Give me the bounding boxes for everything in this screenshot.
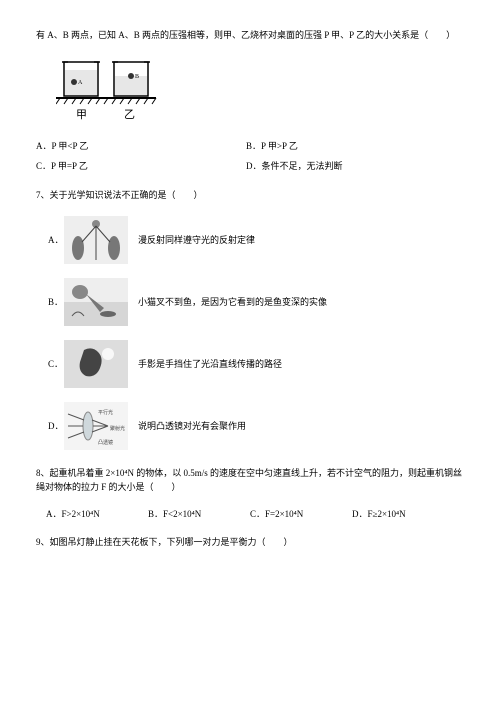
q7-d-label: D． [36,419,64,433]
q7-option-c: C． 手影是手挡住了光沿直线传播的路径 [36,340,464,388]
q7-a-desc: 漫反射同样遵守光的反射定律 [138,233,464,247]
q8-option-d: D．F≥2×10⁴N [352,507,454,521]
q7-option-a: A． 漫反射同样遵守光的反射定律 [36,216,464,264]
svg-text:凸透镜: 凸透镜 [98,439,113,446]
q8-option-b: B．F<2×10⁴N [148,507,250,521]
q7-c-desc: 手影是手挡住了光沿直线传播的路径 [138,357,464,371]
q6-option-a: A．P 甲<P 乙 [36,139,246,153]
q7-a-label: A． [36,233,64,247]
q7-b-desc: 小猫叉不到鱼，是因为它看到的是鱼变深的实像 [138,295,464,309]
q7-d-image: 平行光 凸透镜 聚射光 [64,402,128,450]
q6-option-c: C．P 甲=P 乙 [36,159,246,173]
q7-b-label: B． [36,295,64,309]
q7-c-image [64,340,128,388]
q8-option-c: C．F=2×10⁴N [250,507,352,521]
svg-text:甲: 甲 [76,109,87,121]
q8-options: A．F>2×10⁴N B．F<2×10⁴N C．F=2×10⁴N D．F≥2×1… [36,507,464,521]
svg-text:乙: 乙 [124,108,135,121]
q7-a-image [64,216,128,264]
q6-text: 有 A、B 两点，已知 A、B 两点的压强相等，则甲、乙烧杯对桌面的压强 P 甲… [36,28,464,42]
svg-text:A: A [78,80,83,86]
q6-options-row1: A．P 甲<P 乙 B．P 甲>P 乙 [36,139,464,153]
svg-text:聚射光: 聚射光 [110,425,125,432]
svg-text:B: B [135,74,139,80]
q7-b-image [64,278,128,326]
q6-option-d: D．条件不足，无法判断 [246,159,464,173]
q7-c-label: C． [36,357,64,371]
q7-d-desc: 说明凸透镜对光有会聚作用 [138,419,464,433]
q6-figure: A B 甲 乙 [56,54,464,128]
q6-options-row2: C．P 甲=P 乙 D．条件不足，无法判断 [36,159,464,173]
q8-option-a: A．F>2×10⁴N [46,507,148,521]
svg-text:平行光: 平行光 [98,409,113,416]
q6-option-b: B．P 甲>P 乙 [246,139,464,153]
q7-option-b: B． 小猫叉不到鱼，是因为它看到的是鱼变深的实像 [36,278,464,326]
q7-text: 7、关于光学知识说法不正确的是（ ） [36,188,464,202]
q9-text: 9、如图吊灯静止挂在天花板下，下列哪一对力是平衡力（ ） [36,535,464,549]
q8-text: 8、起重机吊着重 2×10⁴N 的物体，以 0.5m/s 的速度在空中匀速直线上… [36,466,464,495]
q7-option-d: D． 平行光 凸透镜 聚射光 说明凸透镜对光有会聚作用 [36,402,464,450]
